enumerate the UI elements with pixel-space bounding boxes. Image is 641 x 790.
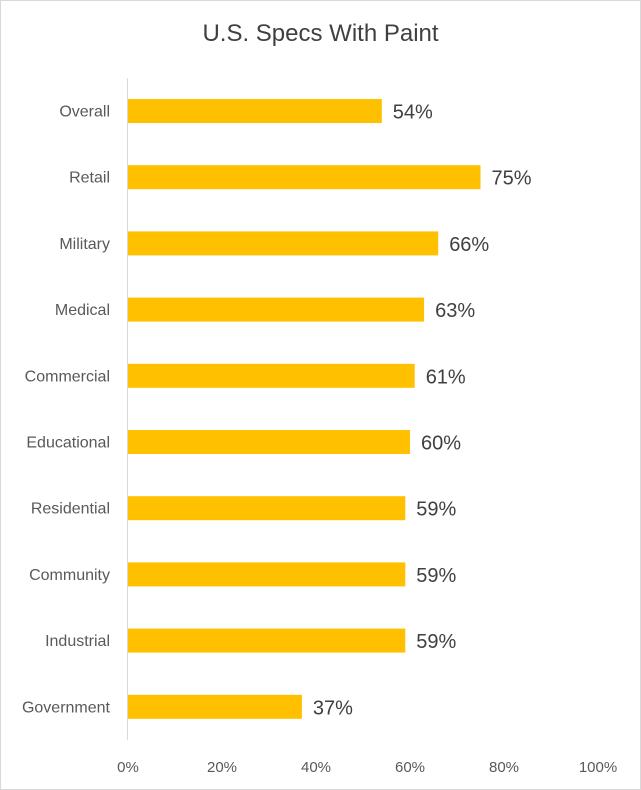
bar-commercial <box>128 363 415 388</box>
category-label-medical: Medical <box>55 302 110 319</box>
data-label-medical: 63% <box>435 300 475 322</box>
category-label-industrial: Industrial <box>45 633 110 650</box>
category-label-community: Community <box>29 567 110 584</box>
category-label-military: Military <box>59 236 110 253</box>
x-tick-label-60: 60% <box>395 759 425 776</box>
category-label-overall: Overall <box>59 104 110 121</box>
category-label-educational: Educational <box>26 435 110 452</box>
data-label-government: 37% <box>313 697 353 719</box>
x-tick-label-20: 20% <box>207 759 237 776</box>
data-label-commercial: 61% <box>426 366 466 388</box>
x-tick-label-40: 40% <box>301 759 331 776</box>
data-label-military: 66% <box>449 234 489 256</box>
x-tick-label-0: 0% <box>117 759 139 776</box>
data-label-educational: 60% <box>421 433 461 455</box>
x-tick-label-100: 100% <box>579 759 617 776</box>
data-label-retail: 75% <box>492 168 532 190</box>
bar-military <box>128 231 439 256</box>
bar-retail <box>128 165 481 190</box>
data-label-residential: 59% <box>416 499 456 521</box>
x-tick-label-80: 80% <box>489 759 519 776</box>
data-label-industrial: 59% <box>416 631 456 653</box>
chart-title: U.S. Specs With Paint <box>202 20 439 47</box>
category-label-government: Government <box>22 699 111 716</box>
category-label-retail: Retail <box>69 170 110 187</box>
bar-educational <box>128 430 410 454</box>
bar-residential <box>128 496 406 521</box>
data-label-overall: 54% <box>393 102 433 124</box>
bar-government <box>128 694 302 719</box>
bar-overall <box>128 99 382 123</box>
category-label-residential: Residential <box>31 501 110 518</box>
bar-industrial <box>128 628 406 653</box>
category-label-commercial: Commercial <box>25 368 110 385</box>
bar-community <box>128 562 406 587</box>
bar-medical <box>128 297 425 322</box>
data-label-community: 59% <box>416 565 456 587</box>
